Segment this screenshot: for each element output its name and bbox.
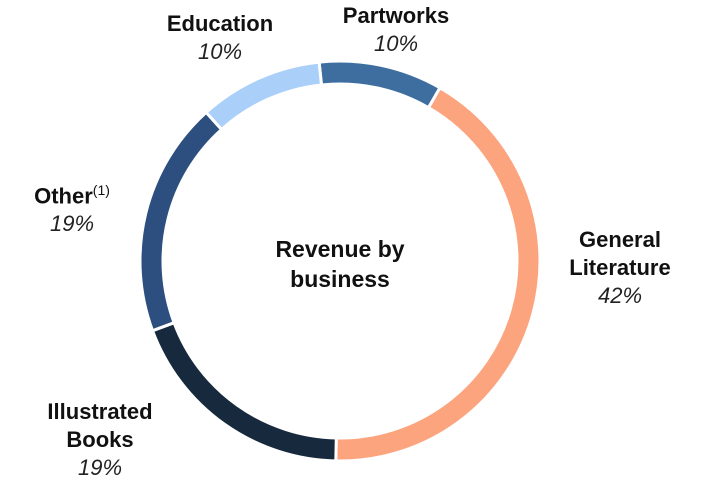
segment-label: Education 10% (140, 10, 300, 66)
segment-label: Illustrated Books 19% (20, 398, 180, 482)
category-name: Illustrated Books (20, 398, 180, 454)
chart-title: Revenue by business (275, 236, 405, 292)
donut-segment (138, 110, 224, 333)
category-name: Other(1) (7, 176, 137, 210)
category-text: General Literature (569, 227, 671, 280)
segment-label: General Literature 42% (550, 226, 690, 310)
footnote-mark: (1) (92, 182, 110, 198)
value-label: 19% (49, 211, 95, 237)
category-name: General Literature (550, 226, 690, 282)
value-label: 10% (197, 39, 243, 64)
segment-label: Partworks 10% (316, 2, 476, 58)
category-text: Illustrated Books (47, 399, 153, 452)
category-text: Other (34, 183, 93, 209)
category-text: Education (166, 11, 274, 36)
donut-segment (204, 60, 324, 132)
value-label: 19% (77, 455, 123, 480)
segment-label: Other(1) 19% (7, 176, 137, 238)
value-label: 42% (597, 283, 643, 308)
category-name: Education (140, 10, 300, 38)
donut-segment (317, 59, 443, 110)
donut-segment (150, 320, 338, 463)
value-label: 10% (373, 31, 419, 56)
category-name: Partworks (316, 2, 476, 30)
category-text: Partworks (342, 3, 450, 28)
